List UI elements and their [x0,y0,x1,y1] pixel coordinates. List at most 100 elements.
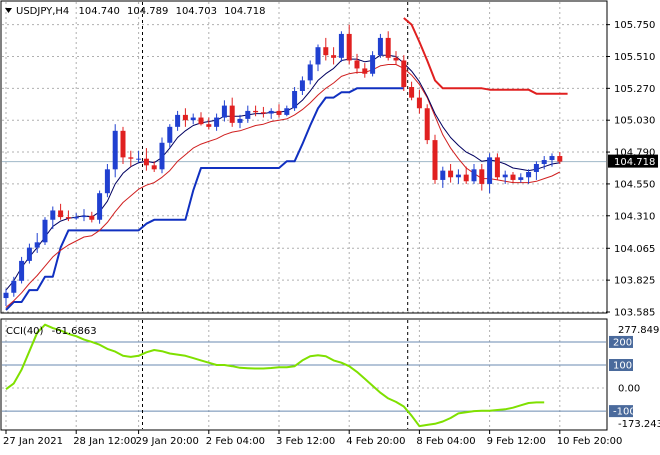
candle-body-71 [557,156,563,162]
time-axis-label-3: 2 Feb 04:00 [206,436,265,447]
candle-body-39 [307,64,313,81]
cci-axis-label-5: -173.2439 [618,419,660,430]
candle-body-48 [377,37,383,56]
candle-body-45 [354,60,360,69]
candle-body-38 [299,80,305,92]
cci-level-tag-label-0: 200 [613,337,632,348]
price-axis-label-8: 103.825 [614,276,655,287]
candlesticks [3,24,563,307]
candle-body-8 [65,217,71,219]
symbol-dropdown-icon[interactable] [5,8,12,13]
candle-body-69 [541,160,547,165]
candle-body-42 [331,55,337,58]
price-axis-label-0: 105.750 [614,20,655,31]
ohlc-low: 104.703 [176,6,217,17]
cci-axis-label-3: 0.00 [618,384,640,395]
price-axis-label-4: 104.790 [614,148,655,159]
price-axis-label-1: 105.510 [614,52,655,63]
candle-body-2 [19,260,25,281]
candle-body-26 [206,124,212,127]
candle-body-19 [151,165,157,170]
candle-body-68 [533,164,539,172]
candle-body-41 [323,47,329,56]
time-axis-label-4: 3 Feb 12:00 [276,436,335,447]
price-y-axis: 105.750 105.510 105.270 105.030 104.790 104.5… [606,20,658,319]
candle-body-21 [167,126,173,143]
candle-body-12 [97,193,103,220]
candle-body-17 [136,158,142,160]
candle-body-29 [229,105,235,123]
cci-title: CCI(40) -61.6863 [6,326,97,337]
candle-body-65 [510,174,516,180]
candle-body-3 [26,247,32,261]
candle-body-53 [416,97,422,109]
time-axis-label-5: 4 Feb 20:00 [346,436,405,447]
candle-body-58 [455,174,461,178]
cci-indicator-label: CCI(40) [6,326,44,337]
cci-level-tag-label-2: -100 [613,407,636,418]
candle-body-32 [253,110,259,113]
price-axis-label-5: 104.550 [614,179,655,190]
ohlc-open: 104.740 [78,6,119,17]
time-axis-label-1: 28 Jan 12:00 [73,436,136,447]
candle-body-28 [221,105,227,118]
candle-body-35 [276,110,282,115]
candle-body-63 [494,157,500,178]
candle-body-47 [370,55,376,74]
candle-body-37 [292,91,298,109]
time-axis-label-6: 8 Feb 04:00 [416,436,475,447]
lower-band-line [5,87,404,311]
candle-body-70 [549,156,555,161]
ohlc-close: 104.718 [224,6,265,17]
upper-band-line [403,17,568,95]
candle-body-31 [245,110,251,119]
ohlc-high: 104.789 [127,6,168,17]
time-axis-label-8: 10 Feb 20:00 [557,436,623,447]
price-axis-label-2: 105.270 [614,84,655,95]
cci-grid [2,320,606,428]
candle-body-51 [401,60,407,88]
candle-body-10 [81,215,87,218]
candle-body-40 [315,47,321,65]
candle-body-24 [190,117,196,121]
candle-body-36 [284,108,290,115]
price-panel-frame [0,0,608,314]
cci-level-tag-2 [609,405,633,418]
candle-body-34 [268,110,274,114]
candle-body-49 [385,37,391,58]
candle-body-59 [463,174,469,182]
candle-body-18 [143,158,149,166]
candle-body-43 [338,33,344,58]
candle-body-5 [42,219,48,243]
candle-body-6 [50,210,56,220]
candle-body-66 [518,177,524,180]
price-axis-label-3: 105.030 [614,116,655,127]
candle-body-4 [34,242,40,248]
candle-body-64 [502,174,508,178]
cci-last-value: -61.6863 [52,326,97,337]
cci-indicator [5,323,545,428]
candle-body-11 [89,215,95,220]
price-axis-label-6: 104.310 [614,211,655,222]
time-axis-label-7: 9 Feb 12:00 [487,436,546,447]
candle-body-13 [104,169,110,194]
candle-body-50 [393,57,399,61]
candle-body-7 [58,210,64,218]
candle-body-22 [175,114,181,127]
candle-body-46 [362,68,368,74]
candle-body-20 [159,142,165,170]
cci-line [5,323,545,428]
slow-ma-line [5,64,561,308]
candle-body-27 [214,117,220,127]
candle-body-1 [11,280,17,293]
candle-body-44 [346,33,352,61]
candle-body-52 [409,87,415,98]
price-axis-label-9: 103.585 [614,308,655,319]
candle-body-9 [73,217,79,219]
candle-body-0 [3,292,9,299]
candle-body-60 [471,169,477,182]
candle-body-33 [260,112,266,114]
candle-body-25 [198,117,204,125]
